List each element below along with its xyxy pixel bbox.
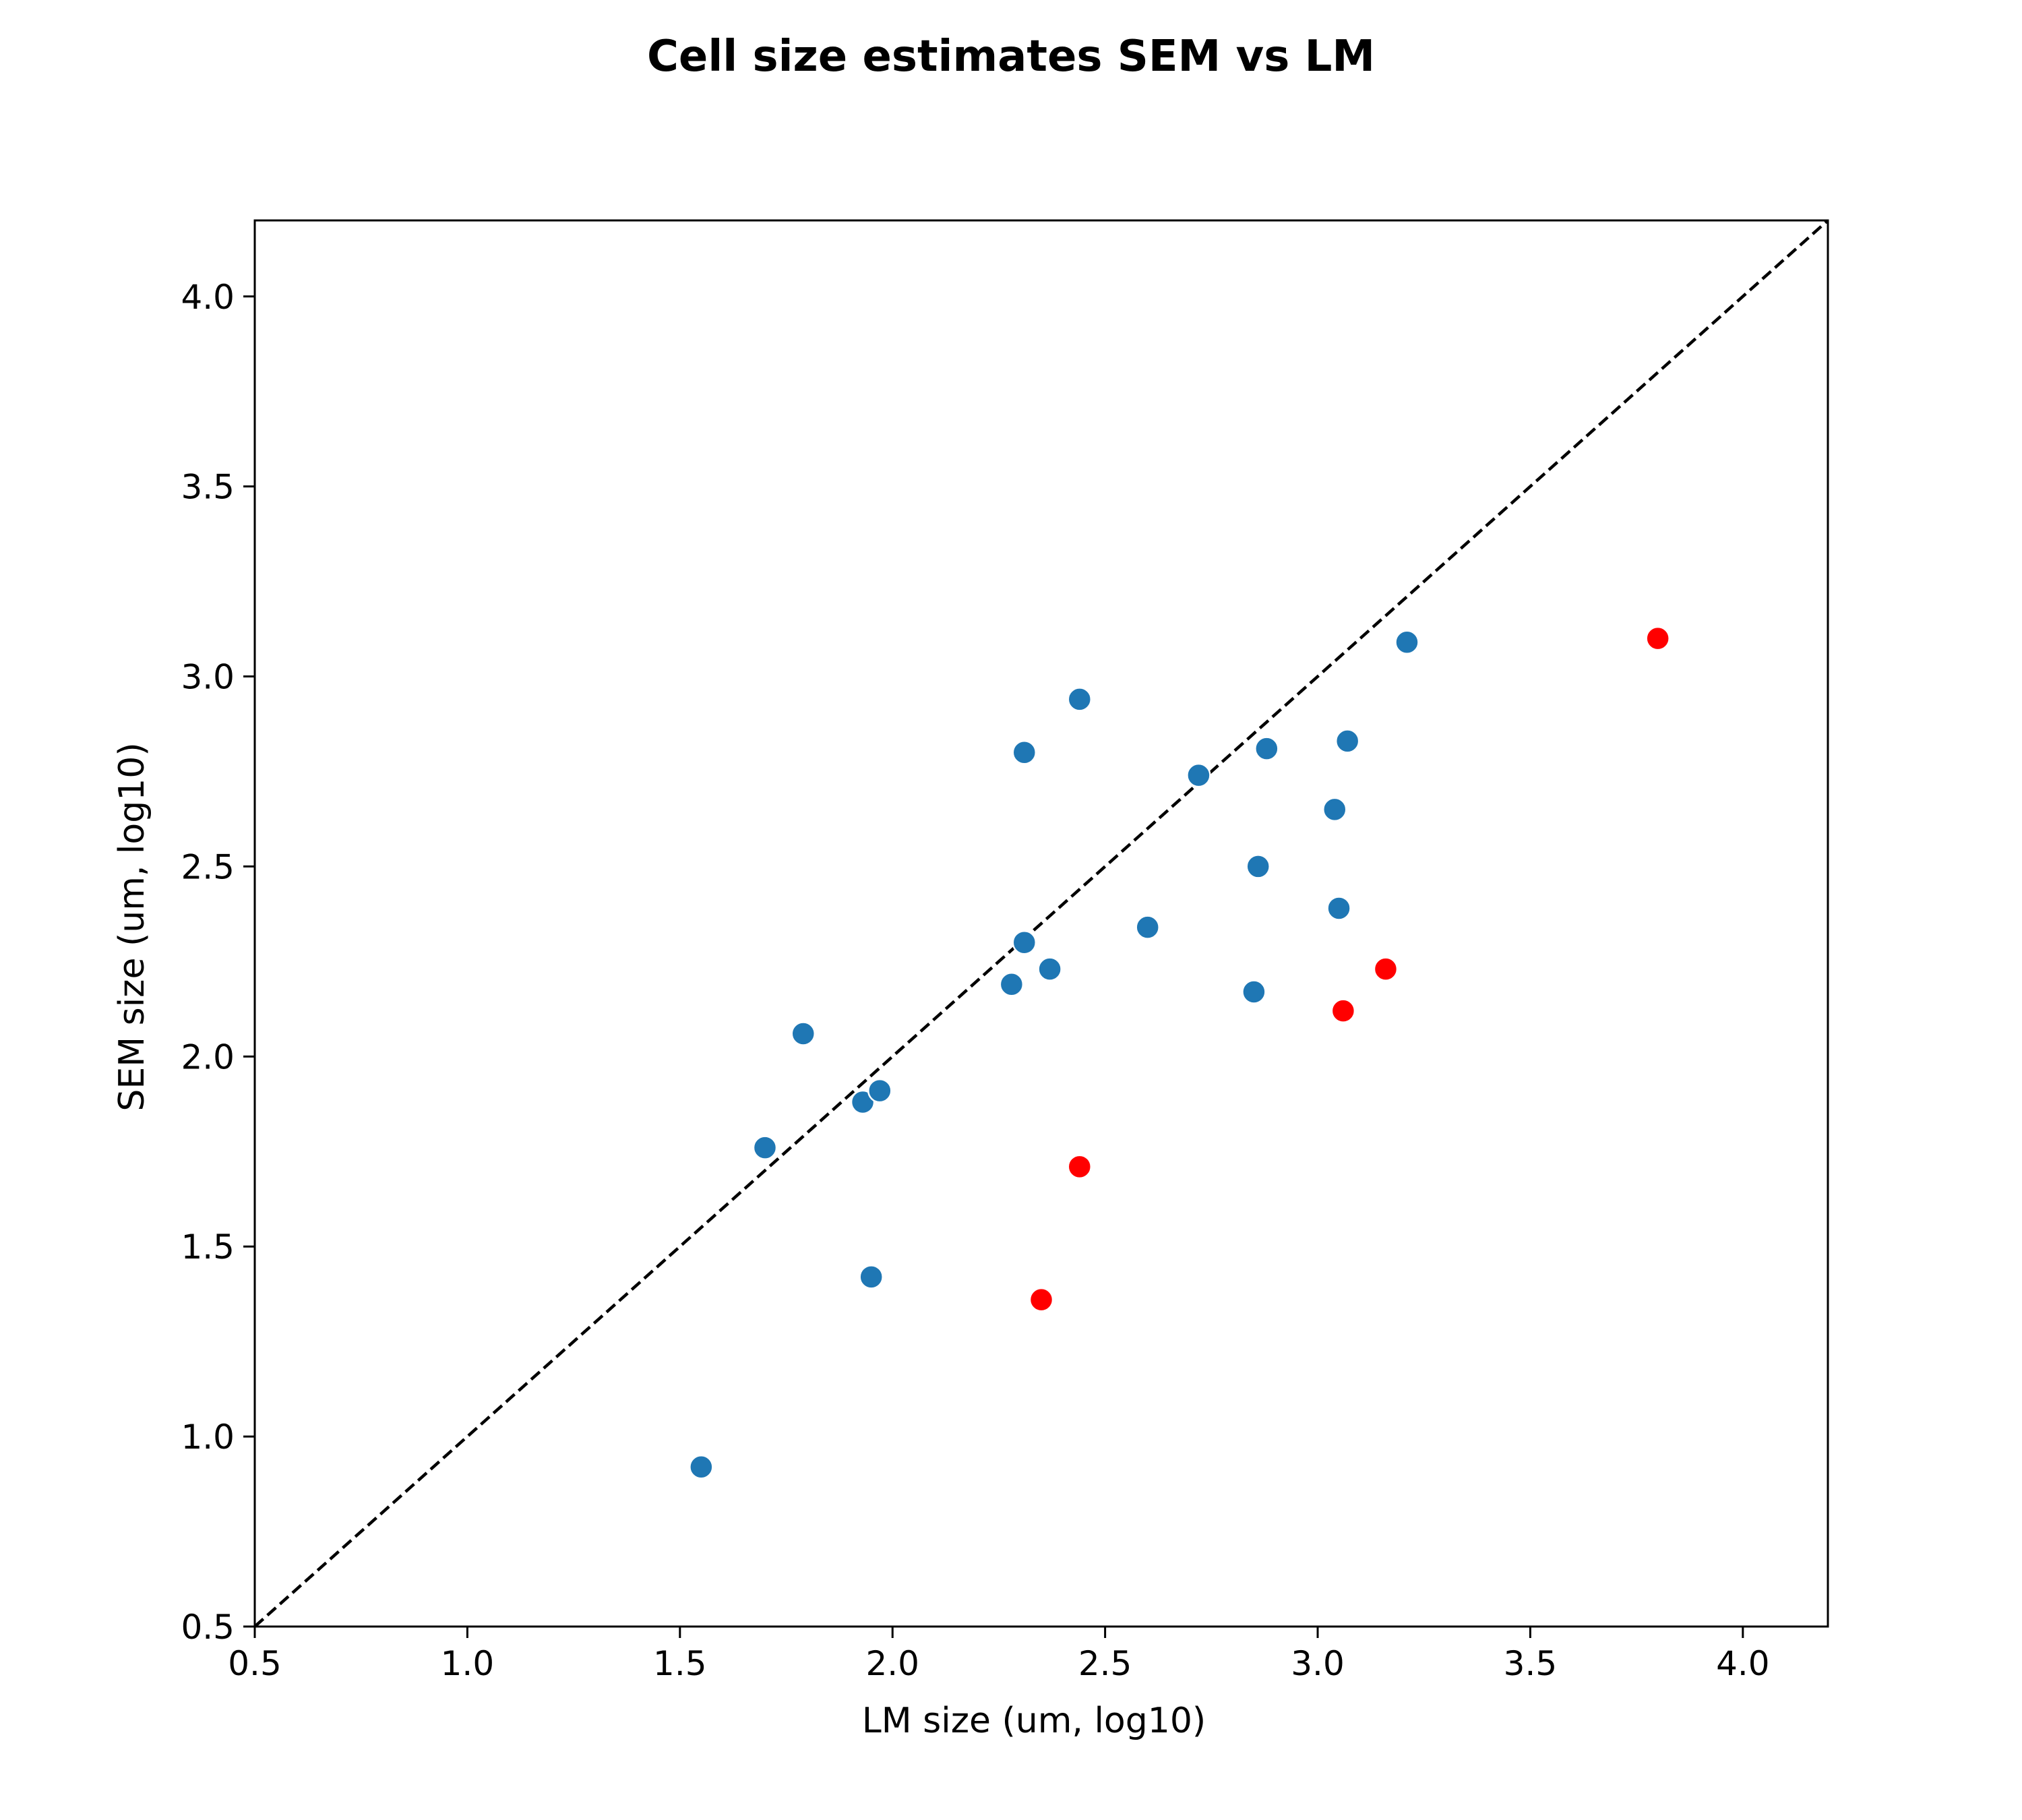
y-tick-label-6: 3.5 — [181, 468, 235, 507]
data-point-s0-14 — [1246, 854, 1270, 879]
data-point-s0-5 — [867, 1078, 892, 1103]
data-point-s1-3 — [1373, 957, 1399, 981]
data-point-s0-18 — [1335, 729, 1360, 754]
data-point-s0-11 — [1135, 915, 1160, 940]
x-tick-label-2: 1.5 — [653, 1644, 707, 1683]
x-tick-label-1: 1.0 — [441, 1644, 495, 1683]
data-point-s1-1 — [1067, 1154, 1093, 1180]
data-point-s0-17 — [1326, 896, 1351, 921]
data-point-s0-16 — [1322, 797, 1347, 822]
data-point-s0-7 — [1012, 740, 1037, 765]
y-tick-label-5: 3.0 — [181, 658, 235, 697]
data-point-s0-8 — [1012, 930, 1037, 955]
y-tick-label-0: 0.5 — [181, 1608, 235, 1647]
x-tick-label-7: 4.0 — [1716, 1644, 1770, 1683]
y-tick-label-3: 2.0 — [181, 1037, 235, 1076]
data-point-s0-6 — [999, 971, 1024, 997]
data-point-s0-10 — [1067, 687, 1093, 712]
x-axis-label: LM size (um, log10) — [862, 1701, 1206, 1741]
data-point-s0-12 — [1186, 762, 1211, 788]
data-point-s0-4 — [859, 1265, 884, 1290]
reference-line — [253, 219, 1829, 1628]
x-tick-label-3: 2.0 — [865, 1644, 919, 1683]
y-tick-label-1: 1.0 — [181, 1418, 235, 1457]
data-point-s0-15 — [1254, 736, 1279, 761]
x-tick-label-4: 2.5 — [1078, 1644, 1132, 1683]
data-point-s0-2 — [791, 1021, 816, 1046]
plot-frame — [253, 219, 1829, 1628]
chart-title: Cell size estimates SEM vs LM — [647, 32, 1375, 82]
plot-area: 0.5 1.0 1.5 2.0 2.5 3.0 3.5 4.0 0.5 1.0 1.5 2.0 2.5 3… — [181, 219, 1829, 1683]
y-axis-label: SEM size (um, log10) — [112, 742, 152, 1111]
data-point-s0-1 — [752, 1135, 778, 1160]
data-point-s0-13 — [1242, 979, 1266, 1004]
x-tick-label-6: 3.5 — [1504, 1644, 1558, 1683]
y-tick-label-2: 1.5 — [181, 1227, 235, 1267]
data-point-s1-4 — [1645, 626, 1670, 651]
data-point-s0-0 — [689, 1454, 714, 1480]
data-point-s1-2 — [1330, 998, 1356, 1023]
data-point-s0-19 — [1395, 630, 1419, 655]
data-point-s0-9 — [1037, 957, 1062, 981]
y-tick-label-7: 4.0 — [181, 278, 235, 317]
data-point-s1-0 — [1029, 1287, 1054, 1312]
x-tick-label-5: 3.0 — [1291, 1644, 1345, 1683]
data-point-s0-3 — [850, 1089, 876, 1115]
x-tick-label-0: 0.5 — [228, 1644, 282, 1683]
y-tick-label-4: 2.5 — [181, 847, 235, 886]
